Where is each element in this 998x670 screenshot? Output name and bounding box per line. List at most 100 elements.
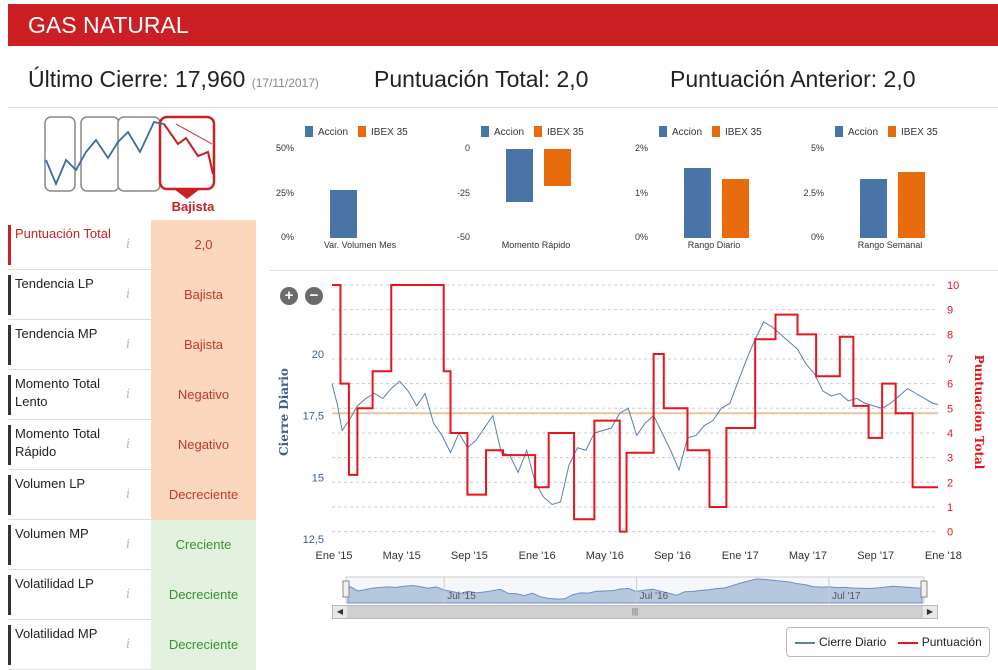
indicator-label: Tendencia MP [8, 325, 118, 365]
indicator-list: Puntuación Total i 2,0 Tendencia LP i Bajista… [8, 220, 256, 670]
legend-puntuacion[interactable]: Puntuación [897, 635, 982, 649]
bar-accion [860, 179, 887, 238]
y2-tick-label: 4 [947, 428, 953, 440]
indicator-label: Volumen MP [8, 525, 118, 565]
indicator-row: Puntuación Total i 2,0 [8, 220, 256, 270]
indicator-value: Decreciente [151, 570, 256, 620]
mini-x-label: Rango Semanal [857, 240, 923, 250]
trend-selector-graphic [44, 115, 216, 199]
mini-bar-chart: Accion IBEX 35 0 -25 -50 Momento Rápido [436, 112, 616, 262]
info-icon[interactable]: i [126, 587, 131, 602]
last-close-value: 17,960 [174, 66, 246, 92]
legend-puntuacion-label: Puntuación [921, 635, 982, 649]
mini-legend-accion: Accion [318, 127, 349, 138]
x-tick-label: Ene '16 [519, 550, 556, 562]
indicator-row: Tendencia MP i Bajista [8, 320, 256, 370]
trend-option-3[interactable] [117, 116, 161, 192]
mini-legend-accion: Accion [494, 127, 525, 138]
navigator-tick-label: Jul '17 [832, 591, 861, 602]
info-icon[interactable]: i [126, 437, 131, 452]
navigator-handle-right [920, 580, 928, 598]
info-icon[interactable]: i [126, 637, 131, 652]
zoom-in-icon[interactable]: + [280, 287, 298, 305]
mini-legend: Accion IBEX 35 [659, 126, 762, 138]
y2-tick-label: 8 [947, 329, 953, 341]
main-chart-panel: + − 0 1 2 3 4 5 6 7 8 9 10 12,5 15 17,5 20 Ene '15 May '… [270, 270, 998, 668]
mini-legend-accion: Accion [672, 127, 703, 138]
indicator-value: Creciente [151, 520, 256, 570]
mini-y-tick: 25% [275, 187, 294, 198]
mini-y-tick: 0% [810, 232, 824, 242]
chart-legend: Cierre Diario Puntuación [786, 627, 990, 657]
x-tick-label: Sep '17 [857, 550, 894, 562]
y2-tick-label: 5 [947, 403, 953, 415]
info-icon[interactable]: i [126, 237, 131, 252]
y2-tick-label: 6 [947, 379, 953, 391]
indicator-row: Volumen LP i Decreciente [8, 470, 256, 520]
x-tick-label: Ene '18 [925, 550, 962, 562]
y2-axis-title: Puntuacion Total [972, 355, 986, 470]
navigator-handle-left [342, 580, 350, 598]
mini-legend: Accion IBEX 35 [835, 126, 938, 138]
bar-ibex [544, 149, 571, 187]
mini-bar-chart: Accion IBEX 35 50% 25% 0% Var. Volumen Mes [260, 112, 440, 262]
bar-ibex [722, 179, 749, 238]
indicator-value: Decreciente [151, 620, 256, 670]
navigator-tick-label: Jul '16 [640, 591, 669, 602]
x-tick-label: Sep '15 [451, 550, 488, 562]
legend-cierre[interactable]: Cierre Diario [795, 635, 886, 649]
indicator-row: Momento Total Lento i Negativo [8, 370, 256, 420]
bar-ibex [898, 172, 925, 238]
mini-y-tick: 2% [634, 143, 648, 153]
series-puntuacion [332, 284, 938, 533]
legend-puntuacion-swatch [897, 641, 918, 644]
mini-y-tick: -50 [456, 232, 470, 242]
mini-x-label: Rango Diario [687, 240, 741, 250]
legend-cierre-label: Cierre Diario [819, 635, 887, 649]
last-close-date: (17/11/2017) [251, 76, 319, 90]
mini-legend-accion: Accion [848, 127, 879, 138]
info-icon[interactable]: i [126, 387, 131, 402]
mini-y-tick: 5% [810, 143, 824, 153]
mini-x-label: Momento Rápido [501, 240, 571, 250]
mini-y-tick: 0% [280, 232, 294, 242]
trend-option-2[interactable] [80, 116, 120, 192]
y2-tick-label: 7 [947, 354, 953, 366]
y-tick-label: 15 [312, 472, 324, 484]
scrollbar-thumb[interactable]: ||| [347, 606, 923, 618]
indicator-value: Bajista [151, 270, 256, 320]
info-icon[interactable]: i [126, 287, 131, 302]
mini-y-tick: 0 [464, 143, 470, 153]
mini-y-tick: 50% [275, 143, 294, 153]
main-chart: 0 1 2 3 4 5 6 7 8 9 10 12,5 15 17,5 20 Ene '15 May '15 Se… [277, 280, 986, 604]
mini-bar-chart: Accion IBEX 35 5% 2.5% 0% Rango Semanal [790, 112, 970, 262]
mini-x-label: Var. Volumen Mes [323, 240, 397, 250]
y2-tick-label: 1 [947, 502, 953, 514]
navigator-scrollbar[interactable]: ◀ ||| ▶ [332, 605, 938, 619]
total-score-value: 2,0 [556, 66, 589, 92]
y-tick-label: 17,5 [303, 411, 324, 423]
scroll-left-icon[interactable]: ◀ [336, 607, 344, 616]
mini-legend-ibex: IBEX 35 [901, 127, 938, 138]
indicator-row: Tendencia LP i Bajista [8, 270, 256, 320]
bar-accion [684, 167, 711, 238]
info-icon[interactable]: i [126, 487, 131, 502]
info-icon[interactable]: i [126, 337, 131, 352]
x-tick-label: Sep '16 [654, 550, 691, 562]
indicator-value: 2,0 [151, 220, 256, 270]
mini-y-tick: 2.5% [803, 187, 824, 198]
zoom-out-icon[interactable]: − [305, 287, 323, 305]
trend-pointer [174, 189, 200, 199]
y2-tick-label: 9 [947, 305, 953, 317]
indicator-label: Puntuación Total [8, 225, 118, 265]
scroll-right-icon[interactable]: ▶ [926, 607, 934, 616]
navigator-tick-label: Jul '15 [447, 591, 476, 602]
y2-tick-label: 2 [947, 477, 953, 489]
previous-score: Puntuación Anterior: 2,0 [670, 54, 916, 104]
trend-selector: Bajista [8, 112, 256, 220]
info-icon[interactable]: i [126, 537, 131, 552]
mini-legend: Accion IBEX 35 [305, 126, 408, 138]
trend-diagonal [175, 123, 213, 145]
trend-option-1[interactable] [44, 116, 76, 192]
last-close: Último Cierre: 17,960 (17/11/2017) [28, 54, 319, 108]
